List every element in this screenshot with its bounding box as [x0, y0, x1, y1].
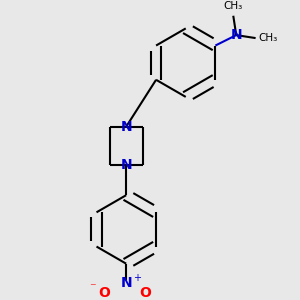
- Text: CH₃: CH₃: [259, 33, 278, 43]
- Text: N: N: [120, 158, 132, 172]
- Text: O: O: [98, 286, 110, 300]
- Text: ⁻: ⁻: [89, 281, 95, 294]
- Text: O: O: [140, 286, 152, 300]
- Text: N: N: [230, 28, 242, 42]
- Text: N: N: [120, 120, 132, 134]
- Text: CH₃: CH₃: [224, 1, 243, 11]
- Text: +: +: [133, 273, 141, 283]
- Text: N: N: [120, 276, 132, 290]
